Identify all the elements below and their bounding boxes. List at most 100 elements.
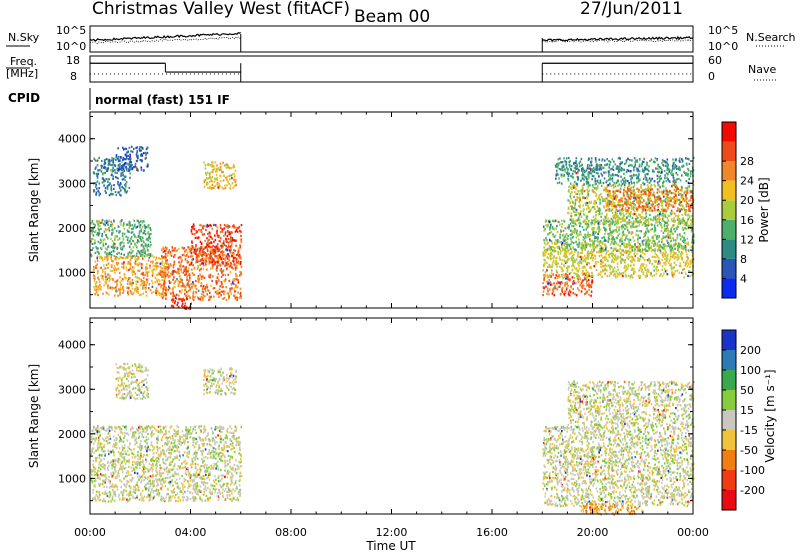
- data-cell: [112, 177, 114, 180]
- data-cell: [96, 257, 98, 260]
- data-cell: [559, 283, 562, 286]
- data-cell: [664, 261, 667, 264]
- data-cell: [553, 287, 555, 290]
- data-cell: [568, 224, 570, 227]
- data-cell: [625, 265, 627, 268]
- data-cell: [574, 186, 577, 189]
- data-cell: [92, 222, 94, 225]
- data-cell: [159, 265, 161, 268]
- data-cell: [631, 246, 634, 249]
- data-cell: [666, 202, 669, 205]
- data-cell: [119, 183, 121, 186]
- data-cell: [226, 247, 229, 250]
- data-cell: [637, 241, 639, 244]
- data-cell: [96, 250, 99, 253]
- data-cell: [639, 276, 641, 279]
- data-cell: [544, 275, 546, 278]
- data-cell: [544, 271, 547, 274]
- data-cell: [591, 281, 593, 284]
- data-cell: [213, 185, 215, 188]
- data-cell: [580, 290, 583, 293]
- data-cell: [155, 256, 158, 259]
- data-cell: [567, 207, 570, 210]
- data-cell: [180, 298, 183, 301]
- data-cell: [118, 184, 120, 187]
- data-cell: [624, 209, 627, 212]
- data-cell: [167, 276, 170, 279]
- data-cell: [659, 250, 662, 254]
- data-cell: [641, 240, 644, 243]
- data-cell: [229, 290, 232, 293]
- data-cell: [177, 298, 180, 301]
- data-cell: [624, 273, 627, 276]
- data-cell: [239, 271, 241, 274]
- data-cell: [681, 258, 683, 261]
- data-cell: [143, 231, 146, 234]
- data-cell: [142, 220, 144, 223]
- data-cell: [687, 188, 689, 191]
- data-cell: [568, 279, 571, 282]
- data-cell: [681, 251, 684, 255]
- data-cell: [669, 212, 672, 215]
- data-cell: [110, 159, 112, 162]
- data-cell: [147, 163, 149, 167]
- data-cell: [94, 288, 96, 291]
- data-cell: [604, 263, 607, 266]
- data-cell: [209, 185, 211, 188]
- nsky-panel: N.Sky 10^5 10^0 10^5 10^0 N.Search: [6, 24, 796, 53]
- data-cell: [553, 294, 556, 297]
- data-cell: [607, 264, 610, 267]
- data-cell: [648, 199, 651, 203]
- data-cell: [233, 287, 235, 290]
- data-cell: [231, 225, 234, 228]
- data-cell: [225, 166, 228, 169]
- data-cell: [113, 264, 116, 267]
- data-cell: [232, 263, 235, 266]
- data-cell: [645, 212, 647, 215]
- data-cell: [218, 249, 220, 252]
- data-cell: [179, 255, 181, 259]
- data-cell: [215, 178, 217, 181]
- data-cell: [550, 240, 553, 243]
- data-cell: [188, 285, 191, 288]
- data-cell: [201, 262, 203, 265]
- data-cell: [657, 184, 660, 187]
- data-cell: [95, 266, 97, 270]
- data-cell: [198, 259, 201, 262]
- data-cell: [544, 250, 546, 253]
- data-cell: [103, 172, 106, 175]
- data-cell: [140, 264, 143, 267]
- data-cell: [545, 251, 547, 254]
- data-cell: [221, 242, 224, 245]
- data-cell: [114, 235, 117, 238]
- data-cell: [575, 282, 577, 285]
- data-cell: [211, 260, 214, 263]
- data-cell: [151, 271, 154, 274]
- data-cell: [176, 304, 179, 307]
- data-cell: [628, 219, 631, 222]
- data-cell: [678, 243, 680, 246]
- data-cell: [648, 205, 650, 208]
- data-cell: [120, 172, 123, 175]
- data-cell: [203, 264, 205, 267]
- data-cell: [144, 271, 147, 274]
- data-cell: [605, 209, 607, 212]
- data-cell: [675, 194, 677, 197]
- data-cell: [112, 228, 114, 231]
- data-cell: [209, 298, 212, 301]
- data-cell: [211, 175, 214, 178]
- data-cell: [116, 263, 119, 266]
- data-cell: [661, 246, 663, 249]
- data-cell: [123, 164, 126, 167]
- data-cell: [170, 272, 172, 275]
- data-cell: [579, 196, 581, 199]
- data-cell: [584, 222, 587, 225]
- data-cell: [224, 233, 227, 236]
- cpid-panel: CPID normal (fast) 151 IF: [8, 88, 230, 110]
- data-cell: [218, 246, 220, 250]
- data-cell: [548, 219, 551, 222]
- data-cell: [186, 297, 188, 300]
- data-cell: [660, 223, 662, 226]
- data-cell: [552, 249, 554, 252]
- data-cell: [629, 212, 632, 215]
